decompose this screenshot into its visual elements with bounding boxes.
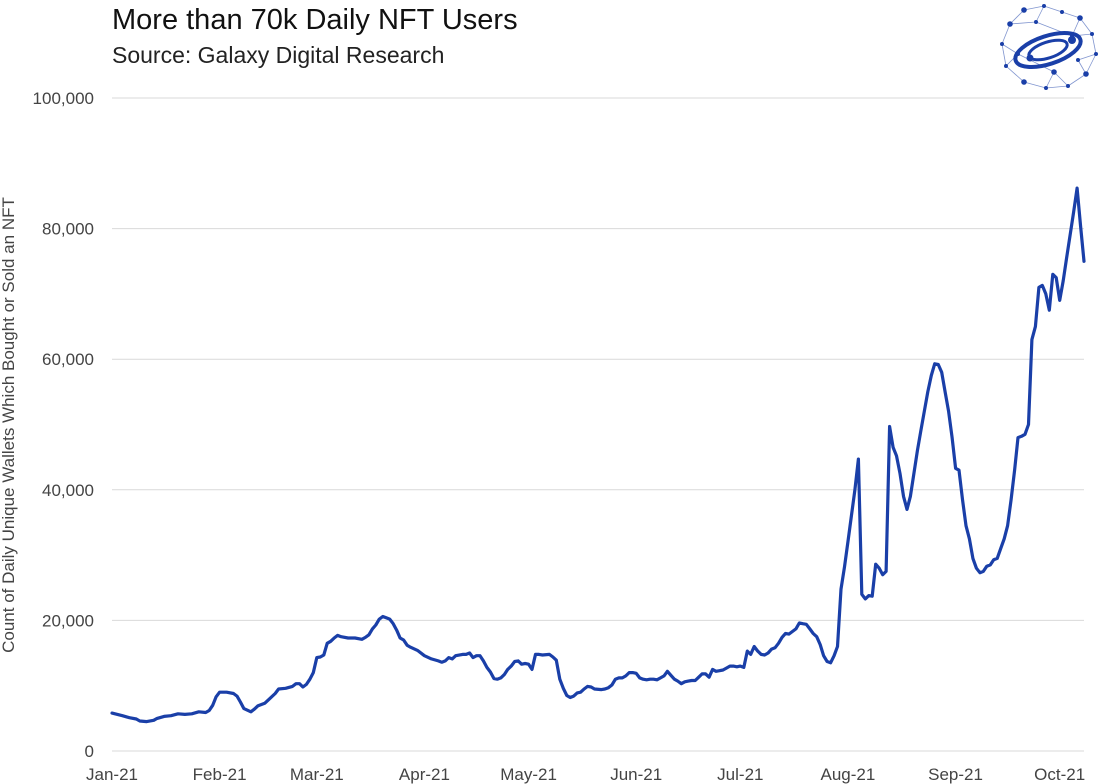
x-axis-ticks: Jan-21 Feb-21 Mar-21 Apr-21 May-21 Jun-21 Jul-… (86, 765, 1085, 784)
y-tick-label: 20,000 (42, 611, 94, 630)
chart-title: More than 70k Daily NFT Users (112, 4, 518, 36)
series-layer (110, 186, 1086, 724)
x-tick-label: May-21 (500, 765, 557, 784)
x-tick-label: Jun-21 (610, 765, 662, 784)
galaxy-network-logo-icon (1000, 4, 1098, 90)
gridlines (112, 97, 1084, 752)
y-tick-label: 100,000 (33, 89, 94, 108)
y-axis-ticks: 0 20,000 40,000 60,000 80,000 100,000 (33, 89, 94, 761)
y-axis-label: Count of Daily Unique Wallets Which Boug… (0, 197, 18, 653)
x-tick-label: Jan-21 (86, 765, 138, 784)
y-tick-label: 0 (85, 742, 94, 761)
y-tick-label: 40,000 (42, 481, 94, 500)
x-tick-label: Sep-21 (928, 765, 983, 784)
y-tick-label: 60,000 (42, 350, 94, 369)
x-tick-label: Jul-21 (717, 765, 763, 784)
x-tick-label: Feb-21 (193, 765, 247, 784)
x-tick-label: Aug-21 (821, 765, 876, 784)
series-line (110, 186, 1086, 724)
chart-subtitle: Source: Galaxy Digital Research (112, 42, 445, 68)
x-tick-label: Apr-21 (399, 765, 450, 784)
x-tick-label: Oct-21 (1034, 765, 1085, 784)
y-tick-label: 80,000 (42, 220, 94, 239)
x-tick-label: Mar-21 (290, 765, 344, 784)
